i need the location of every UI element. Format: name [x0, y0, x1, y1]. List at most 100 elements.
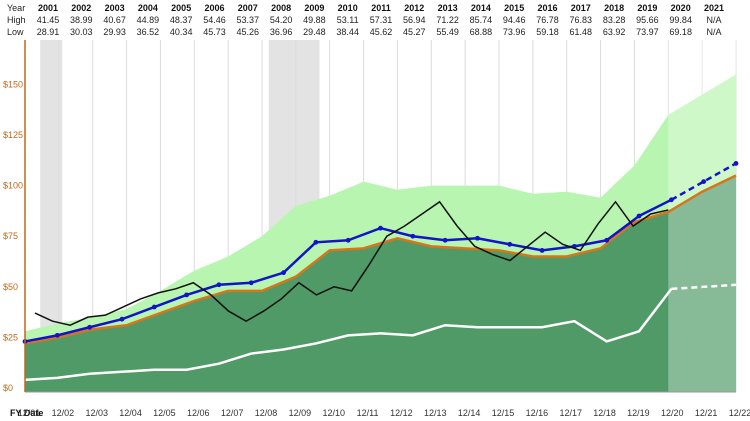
fair-value-point: [410, 233, 416, 239]
x-tick-label: 12/01: [18, 408, 41, 418]
year-cell: 2011: [371, 3, 391, 13]
row-label-high: High: [7, 15, 26, 25]
high-cell: 56.94: [403, 15, 426, 25]
high-cell: 76.83: [569, 15, 593, 25]
y-tick-label: $150: [3, 80, 23, 90]
high-cell: 83.28: [602, 15, 626, 25]
x-tick-label: 12/19: [627, 408, 650, 418]
low-cell: 68.88: [469, 27, 493, 37]
high-cell: 54.46: [203, 15, 226, 25]
x-tick-label: 12/12: [390, 408, 413, 418]
low-cell: 61.48: [569, 27, 593, 37]
high-cell: 95.66: [636, 15, 659, 25]
low-cell: 29.93: [103, 27, 126, 37]
low-cell: 55.49: [436, 27, 459, 37]
row-label-low: Low: [7, 27, 24, 37]
high-cell: 38.99: [70, 15, 93, 25]
low-cell: 73.97: [636, 27, 659, 37]
fair-value-area: [25, 175, 736, 392]
low-cell: 69.18: [669, 27, 692, 37]
y-tick-label: $100: [3, 181, 23, 191]
year-cell: 2004: [137, 3, 158, 13]
year-cell: 2005: [171, 3, 192, 13]
low-cell: 36.96: [269, 27, 293, 37]
fair-value-point: [539, 247, 545, 253]
high-cell: 49.88: [303, 15, 326, 25]
fair-value-point: [636, 213, 642, 219]
x-tick-label: 12/17: [559, 408, 582, 418]
x-tick-label: 12/13: [424, 408, 447, 418]
high-cell: 41.45: [36, 15, 60, 25]
year-cell: 2001: [37, 3, 59, 13]
year-cell: 2015: [504, 3, 525, 13]
high-cell: 53.37: [236, 15, 260, 25]
high-cell: 54.20: [269, 15, 293, 25]
fair-value-point: [604, 237, 610, 243]
low-cell: 63.92: [602, 27, 626, 37]
fair-value-point: [668, 197, 674, 203]
low-cell: 45.73: [203, 27, 226, 37]
x-tick-label: 12/22: [729, 408, 750, 418]
high-cell: 48.37: [169, 15, 193, 25]
low-cell: 45.26: [236, 27, 260, 37]
fair-value-point: [345, 237, 351, 243]
fair-value-point: [475, 235, 480, 241]
forecast-overlay: [668, 40, 736, 392]
fair-value-point: [119, 316, 125, 322]
dividend-line: [24, 288, 673, 382]
fair-value-point: [313, 239, 319, 245]
normal-pe-line: [24, 174, 737, 345]
low-cell: N/A: [706, 27, 722, 37]
dividend-forecast-line: [671, 283, 737, 291]
high-cell: 57.31: [369, 15, 393, 25]
low-cell: 30.03: [70, 27, 93, 37]
fair-value-point: [701, 179, 707, 185]
x-tick-label: 12/09: [289, 408, 312, 418]
x-tick-label: 12/11: [357, 408, 379, 418]
y-tick-label: $125: [3, 130, 23, 140]
year-cell: 2014: [470, 3, 491, 13]
year-cell: 2002: [71, 3, 92, 13]
fair-value-point: [442, 237, 448, 243]
fair-value-forecast-line: [670, 162, 737, 201]
year-cell: 2018: [604, 3, 625, 13]
low-cell: 36.52: [136, 27, 160, 37]
low-cell: 29.48: [303, 27, 326, 37]
high-cell: 76.78: [536, 15, 559, 25]
fair-value-point: [216, 282, 222, 288]
x-tick-label: 12/04: [119, 408, 142, 418]
x-tick-label: 12/21: [695, 408, 718, 418]
y-tick-label: $25: [3, 332, 18, 342]
x-tick-label: 12/15: [492, 408, 515, 418]
high-cell: N/A: [706, 15, 722, 25]
year-high-low-table: Year High Low 2001 2002 2003 2004 2005 2006 20…: [0, 0, 750, 40]
x-tick-label: 12/02: [52, 408, 75, 418]
x-tick-label: 12/18: [593, 408, 616, 418]
x-tick-label: 12/05: [153, 408, 176, 418]
high-cell: 85.74: [469, 15, 493, 25]
fair-value-point: [184, 292, 189, 298]
fair-value-point: [87, 324, 93, 330]
year-cell: 2003: [104, 3, 125, 13]
high-cell: 99.84: [669, 15, 692, 25]
year-cell: 2016: [537, 3, 558, 13]
year-cell: 2010: [337, 3, 358, 13]
year-cell: 2013: [437, 3, 458, 13]
year-cell: 2006: [204, 3, 225, 13]
year-cell: 2021: [703, 3, 725, 13]
low-cell: 38.44: [336, 27, 359, 37]
fair-value-point: [378, 225, 383, 231]
high-cell: 94.46: [502, 15, 526, 25]
year-cell: 2008: [271, 3, 292, 13]
high-cell: 44.89: [136, 15, 160, 25]
high-cell: 53.11: [336, 15, 359, 25]
x-tick-label: 12/07: [221, 408, 244, 418]
recession-band: [40, 40, 63, 392]
low-cell: 45.27: [403, 27, 426, 37]
year-cell: 2009: [304, 3, 325, 13]
low-cell: 59.18: [536, 27, 559, 37]
low-cell: 73.96: [502, 27, 526, 37]
x-tick-label: 12/08: [255, 408, 278, 418]
y-tick-label: $50: [3, 282, 18, 292]
